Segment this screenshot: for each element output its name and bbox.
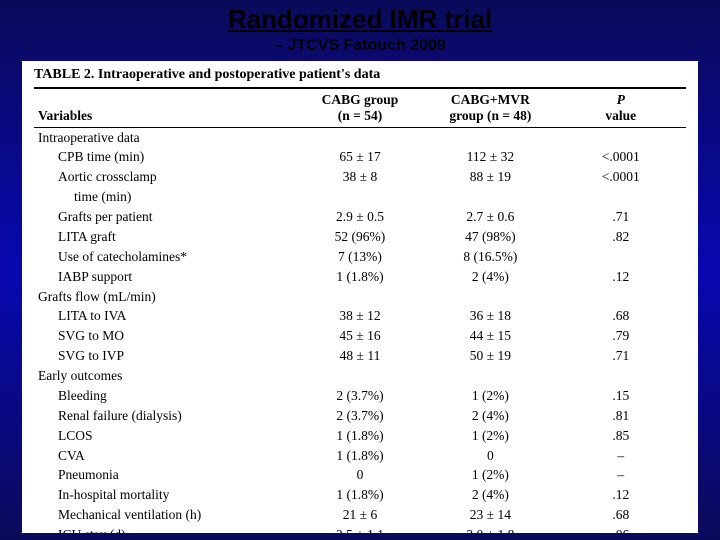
table-row: time (min) xyxy=(34,188,686,208)
table-row: Mechanical ventilation (h)21 ± 623 ± 14.… xyxy=(34,506,686,526)
table-panel: TABLE 2. Intraoperative and postoperativ… xyxy=(22,61,698,533)
table-row: LITA to IVA38 ± 1236 ± 18.68 xyxy=(34,307,686,327)
table-row: LCOS1 (1.8%)1 (2%).85 xyxy=(34,426,686,446)
col-grpA-l1: CABG group xyxy=(299,92,421,108)
col-p-l2: value xyxy=(560,108,682,124)
table-row: IABP support1 (1.8%)2 (4%).12 xyxy=(34,267,686,287)
table-row: Grafts per patient2.9 ± 0.52.7 ± 0.6.71 xyxy=(34,208,686,228)
table-row: CVA1 (1.8%)0– xyxy=(34,446,686,466)
table-row: Use of catecholamines*7 (13%)8 (16.5%) xyxy=(34,247,686,267)
slide-subtitle: – JTCVS Fatouch 2009 xyxy=(0,37,720,55)
slide-title: Randomized IMR trial xyxy=(0,0,720,35)
table-row: ICU stay (d)2.5 ± 1.13.0 ± 1.8.06 xyxy=(34,526,686,534)
table-row: Aortic crossclamp38 ± 888 ± 19<.0001 xyxy=(34,168,686,188)
section-heading: Early outcomes xyxy=(34,367,686,387)
col-grpB-l2: group (n = 48) xyxy=(429,108,551,124)
table-caption: TABLE 2. Intraoperative and postoperativ… xyxy=(34,67,686,83)
table-row: SVG to IVP48 ± 1150 ± 19.71 xyxy=(34,347,686,367)
table-row: Bleeding2 (3.7%)1 (2%).15 xyxy=(34,386,686,406)
col-variables: Variables xyxy=(38,108,92,123)
table-row: Pneumonia01 (2%)– xyxy=(34,466,686,486)
col-grpB-l1: CABG+MVR xyxy=(429,92,551,108)
table-row: SVG to MO45 ± 1644 ± 15.79 xyxy=(34,327,686,347)
data-table: Variables CABG group (n = 54) CABG+MVR g… xyxy=(34,87,686,533)
table-row: In-hospital mortality1 (1.8%)2 (4%).12 xyxy=(34,486,686,506)
col-p-l1: P xyxy=(560,92,682,108)
table-header-row: Variables CABG group (n = 54) CABG+MVR g… xyxy=(34,88,686,128)
table-row: CPB time (min)65 ± 17112 ± 32<.0001 xyxy=(34,148,686,168)
table-row: LITA graft52 (96%)47 (98%).82 xyxy=(34,227,686,247)
section-heading: Grafts flow (mL/min) xyxy=(34,287,686,307)
section-heading: Intraoperative data xyxy=(34,128,686,148)
table-row: Renal failure (dialysis)2 (3.7%)2 (4%).8… xyxy=(34,406,686,426)
col-grpA-l2: (n = 54) xyxy=(299,108,421,124)
